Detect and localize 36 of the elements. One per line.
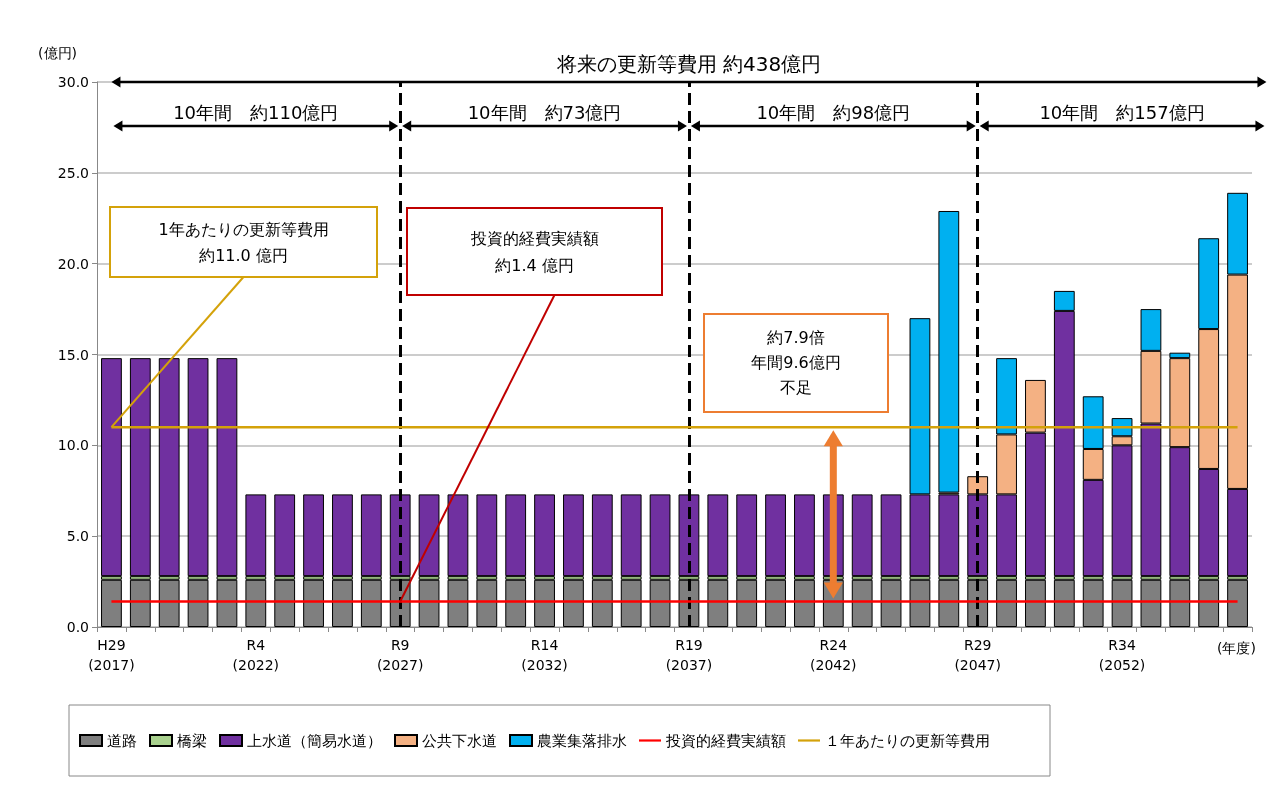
x-tick-label: R24 (2042) [810, 637, 857, 673]
x-tick-label: R14 (2032) [521, 637, 568, 673]
y-tick-label: 5.0 [66, 528, 89, 545]
legend-label: 農業集落排水 [537, 731, 627, 750]
annotation: 10年間 約98億円 [756, 102, 911, 123]
y-axis-title: (億円) [38, 45, 77, 61]
legend-label: 橋梁 [177, 731, 207, 750]
annotation: 10年間 約110億円 [173, 102, 339, 123]
y-tick-label: 10.0 [57, 437, 89, 454]
legend-label: 公共下水道 [422, 731, 497, 750]
y-tick-label: 25.0 [57, 164, 89, 181]
y-tick-label: 30.0 [57, 74, 89, 90]
x-tick-label: R34 (2052) [1098, 637, 1146, 673]
annotation: 投資的経費実績額 [469, 228, 599, 248]
annotation: 10年間 約73億円 [467, 102, 622, 123]
annotation: 10年間 約157億円 [1039, 102, 1205, 123]
annotation: 年間9.6億円 [751, 352, 841, 372]
annotation: 不足 [780, 377, 812, 397]
x-tick-label: R9 (2027) [376, 637, 424, 673]
annotation: 約7.9倍 [767, 327, 825, 347]
legend-label: 上水道（簡易水道） [247, 731, 382, 750]
y-tick-label: 20.0 [57, 255, 89, 272]
legend-label: １年あたりの更新等費用 [825, 731, 990, 750]
x-tick-label: R29 (2047) [954, 637, 1001, 673]
x-tick-label: R19 (2037) [665, 637, 713, 673]
legend-label: 道路 [107, 731, 137, 750]
x-tick-label: H29 (2017) [88, 637, 135, 673]
x-axis-title: (年度) [1216, 640, 1256, 656]
y-tick-label: 15.0 [57, 346, 89, 363]
legend-label: 投資的経費実績額 [665, 731, 786, 750]
text: 将来の更新等費用 約438億円 [555, 51, 822, 76]
annotation: 約1.4 億円 [495, 255, 574, 275]
y-tick-label: 0.0 [66, 619, 89, 635]
x-tick-label: R4 (2022) [232, 637, 280, 673]
annotation: 1年あたりの更新等費用 [158, 219, 329, 239]
annotation: 約11.0 億円 [199, 245, 288, 265]
